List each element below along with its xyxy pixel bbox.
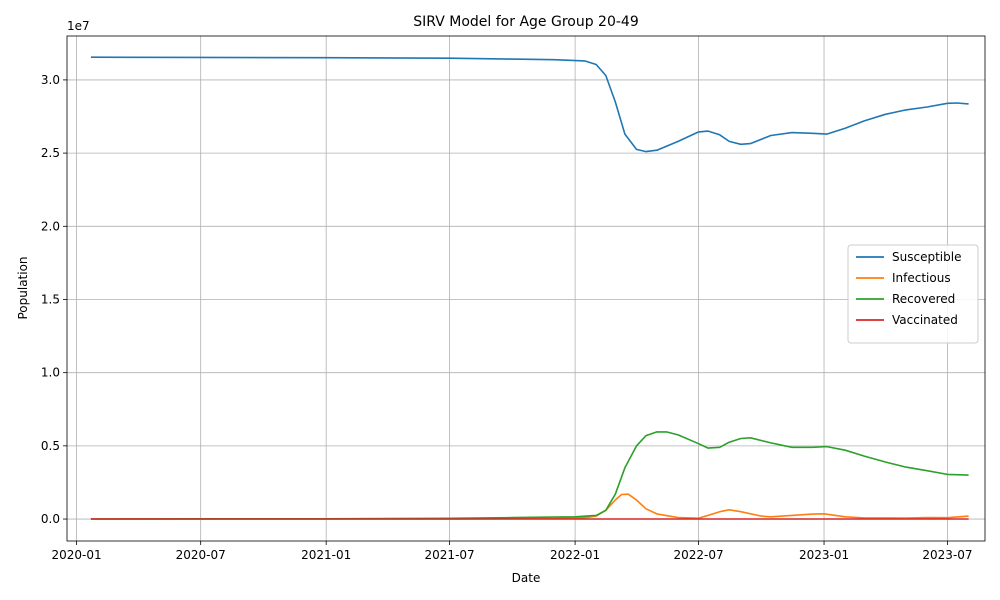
y-axis-ticks: 0.0 0.5 1.0 1.5 2.0 2.5 3.0 [41, 73, 67, 526]
x-tick-label: 2020-07 [176, 548, 226, 562]
x-tick-label: 2022-07 [673, 548, 723, 562]
y-tick-label: 0.5 [41, 439, 60, 453]
y-tick-label: 2.5 [41, 146, 60, 160]
series-line-susceptible [90, 56, 969, 153]
y-tick-label: 2.0 [41, 219, 60, 233]
legend-box [847, 244, 979, 344]
x-tick-label: 2020-01 [51, 548, 101, 562]
x-tick-label: 2021-07 [425, 548, 475, 562]
y-axis-scale-label: 1e7 [67, 19, 90, 33]
y-tick-label: 0.0 [41, 512, 60, 526]
series-layer [90, 56, 969, 520]
chart-title: SIRV Model for Age Group 20-49 [413, 14, 638, 30]
x-tick-label: 2022-01 [550, 548, 600, 562]
x-tick-label: 2023-07 [922, 548, 972, 562]
series-line-recovered [90, 431, 969, 520]
x-axis-label: Date [512, 571, 541, 585]
legend-label-recovered: Recovered [892, 292, 955, 306]
y-axis-label: Population [16, 256, 30, 319]
legend-label-vaccinated: Vaccinated [892, 313, 958, 327]
legend-label-infectious: Infectious [892, 271, 951, 285]
y-tick-label: 1.0 [41, 366, 60, 380]
legend: Susceptible Infectious Recovered Vaccinated [847, 244, 979, 344]
plot-frame [66, 35, 986, 542]
x-tick-label: 2023-01 [799, 548, 849, 562]
y-tick-label: 1.5 [41, 292, 60, 306]
y-tick-label: 3.0 [41, 73, 60, 87]
x-axis-ticks: 2020-01 2020-07 2021-01 2021-07 2022-01 2022-… [51, 541, 973, 562]
legend-label-susceptible: Susceptible [892, 250, 961, 264]
x-tick-label: 2021-01 [301, 548, 351, 562]
